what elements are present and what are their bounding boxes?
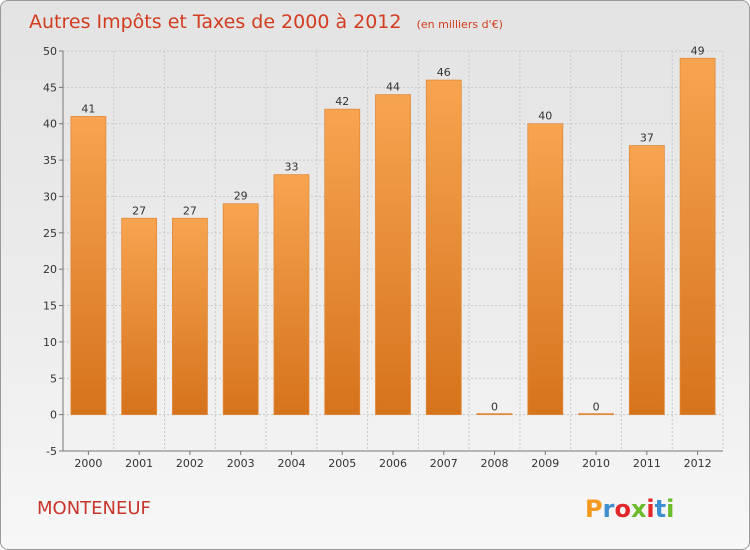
x-tick-label-2009: 2009 — [531, 457, 559, 470]
bars — [70, 57, 716, 416]
bar-2005 — [324, 108, 361, 416]
y-tick-label: 15 — [43, 300, 57, 313]
commune-name: MONTENEUF — [37, 498, 151, 519]
value-labels: 41 27 27 29 33 42 44 46 0 40 0 37 49 — [81, 44, 704, 413]
logo-letter: P — [585, 495, 603, 523]
y-tick-label: 45 — [43, 81, 57, 94]
x-tick-label-2002: 2002 — [176, 457, 204, 470]
value-label-2006: 44 — [386, 81, 400, 94]
logo-letter: r — [603, 495, 615, 523]
logo-letter: x — [631, 495, 647, 523]
bar-2011 — [628, 145, 665, 416]
x-tick-label-2006: 2006 — [379, 457, 407, 470]
bar-2001 — [121, 217, 158, 416]
y-tick-labels: -5 0 5 10 15 20 25 30 35 40 45 50 — [43, 45, 57, 458]
y-tick-label: 40 — [43, 118, 57, 131]
x-tick-label-2011: 2011 — [633, 457, 661, 470]
bar-2009 — [527, 123, 564, 416]
chart-title-unit: (en milliers d'€) — [417, 18, 503, 31]
y-tick-label: 20 — [43, 263, 57, 276]
chart-title: Autres Impôts et Taxes de 2000 à 2012 (e… — [29, 11, 503, 33]
y-tick-label: 5 — [50, 372, 57, 385]
y-tick-label: 0 — [50, 409, 57, 422]
x-tick-label-2010: 2010 — [582, 457, 610, 470]
y-tick-label: 25 — [43, 227, 57, 240]
bar-2000 — [70, 116, 107, 416]
bar-2010 — [578, 413, 614, 416]
value-label-2002: 27 — [183, 204, 197, 217]
chart-title-main: Autres Impôts et Taxes de 2000 à 2012 — [29, 11, 402, 33]
bar-2006 — [375, 94, 411, 416]
logo-letter: i — [646, 495, 654, 523]
x-tick-label-2004: 2004 — [277, 457, 305, 470]
bar-2004 — [273, 174, 310, 416]
y-tick-label: -5 — [46, 445, 57, 458]
x-tick-label-2008: 2008 — [481, 457, 509, 470]
bar-2007 — [425, 79, 462, 416]
value-label-2004: 33 — [284, 161, 298, 174]
y-tick-label: 30 — [43, 190, 57, 203]
bar-2008 — [476, 413, 513, 416]
logo-letter: t — [655, 495, 666, 523]
value-label-2005: 42 — [335, 95, 349, 108]
x-tick-labels: 2000 2001 2002 2003 2004 2005 2006 2007 2008 2009… — [74, 451, 712, 470]
value-label-2008: 0 — [491, 401, 498, 414]
bar-2012 — [679, 57, 716, 416]
x-tick-label-2012: 2012 — [684, 457, 712, 470]
value-label-2003: 29 — [234, 190, 248, 203]
value-label-2007: 46 — [437, 66, 451, 79]
value-label-2009: 40 — [538, 110, 552, 123]
x-tick-label-2005: 2005 — [328, 457, 356, 470]
x-tick-label-2003: 2003 — [227, 457, 255, 470]
value-label-2011: 37 — [640, 132, 654, 145]
y-tick-label: 35 — [43, 154, 57, 167]
logo-letter: i — [666, 495, 674, 523]
x-tick-label-2000: 2000 — [74, 457, 102, 470]
value-label-2010: 0 — [593, 401, 600, 414]
bar-2002 — [172, 217, 208, 416]
logo-letter: o — [614, 495, 631, 523]
y-tick-label: 10 — [43, 336, 57, 349]
proxiti-logo: Proxiti — [585, 495, 674, 523]
value-label-2001: 27 — [132, 204, 146, 217]
x-tick-label-2007: 2007 — [430, 457, 458, 470]
bar-2003 — [222, 203, 259, 416]
x-tick-label-2001: 2001 — [125, 457, 153, 470]
y-tick-label: 50 — [43, 45, 57, 58]
value-label-2012: 49 — [691, 44, 705, 57]
value-label-2000: 41 — [81, 102, 95, 115]
